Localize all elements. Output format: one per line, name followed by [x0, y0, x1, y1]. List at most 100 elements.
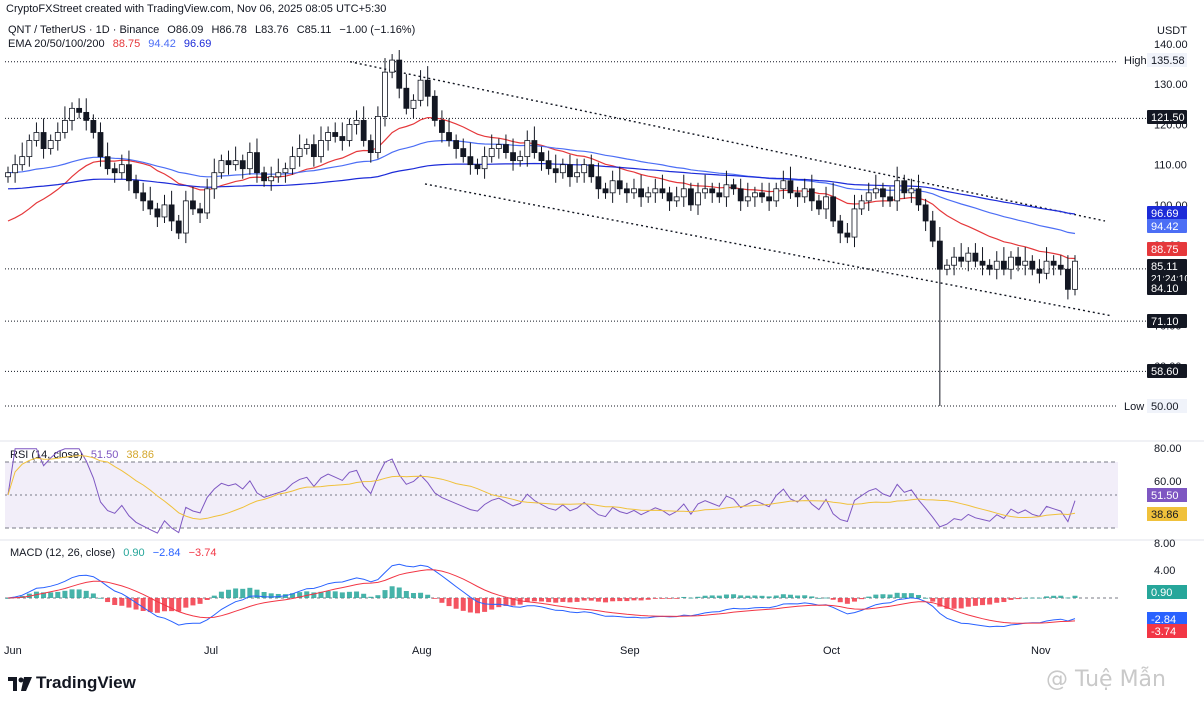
macd-histogram-bar	[723, 594, 729, 598]
rsi-value-tag	[1147, 488, 1187, 502]
macd-hist-value: 0.90	[123, 547, 145, 559]
low-value: L83.76	[254, 24, 289, 36]
candle-body	[730, 184, 737, 190]
candle-body	[702, 188, 709, 194]
macd-histogram-bar	[147, 598, 153, 613]
candle-body	[616, 180, 623, 190]
candle	[816, 194, 822, 215]
macd-tag	[1147, 612, 1187, 626]
candle-body	[872, 188, 879, 194]
candle-body	[858, 200, 865, 210]
candle-body	[453, 140, 460, 149]
macd-histogram-bar	[709, 595, 715, 598]
candle	[332, 122, 339, 143]
candle	[1008, 251, 1014, 280]
price-tag-caption: High	[1124, 55, 1147, 67]
price-tick-label: 140.00	[1154, 39, 1188, 51]
candle	[588, 154, 595, 183]
candle-body	[1022, 260, 1029, 266]
candle-body	[1008, 256, 1014, 270]
macd-histogram-bar	[55, 591, 61, 598]
macd-histogram-bar	[965, 598, 971, 607]
candle	[54, 122, 61, 151]
macd-label: MACD (12, 26, close)	[10, 547, 116, 559]
candle-body	[410, 99, 417, 109]
signal-tag	[1147, 624, 1187, 638]
price-tag-box	[1147, 364, 1187, 378]
macd-histogram-bar	[944, 598, 950, 609]
candle-body	[666, 192, 673, 202]
macd-histogram-bar	[496, 598, 502, 608]
candle	[944, 259, 950, 276]
candle-body	[1015, 256, 1021, 266]
candle	[581, 158, 588, 183]
high-value: H86.78	[211, 24, 247, 36]
candle	[303, 138, 310, 155]
candle	[118, 154, 125, 179]
candle	[915, 174, 922, 211]
macd-histogram-bar	[368, 596, 374, 598]
price-tag-box	[1147, 110, 1187, 124]
macd-histogram-bar	[460, 598, 466, 611]
candle-body	[346, 124, 353, 141]
candle-body	[524, 140, 531, 158]
candle-body	[360, 120, 367, 141]
candle-body	[773, 188, 780, 202]
candle-body	[76, 107, 83, 113]
macd-histogram-bar	[880, 594, 886, 598]
macd-histogram-bar	[233, 588, 239, 598]
macd-histogram-bar	[916, 594, 922, 598]
macd-histogram-bar	[154, 598, 160, 613]
candle-body	[382, 71, 388, 117]
candle	[175, 214, 182, 240]
candle	[218, 154, 225, 179]
candle	[396, 50, 403, 99]
candle	[538, 146, 545, 171]
candle-body	[168, 204, 175, 222]
rsi-tick-label: 60.00	[1154, 476, 1182, 488]
macd-histogram-bar	[126, 598, 132, 608]
tradingview-brand[interactable]: TradingView	[8, 673, 136, 693]
candle-body	[659, 188, 666, 194]
candle-body	[545, 160, 552, 170]
macd-legend[interactable]: MACD (12, 26, close) 0.90 −2.84 −3.74	[10, 547, 216, 559]
candle-body	[254, 152, 260, 174]
candle-body	[175, 220, 182, 234]
candle-body	[567, 164, 573, 178]
macd-hist-tag	[1147, 585, 1187, 599]
macd-histogram-bar	[339, 592, 345, 598]
ema-legend[interactable]: EMA 20/50/100/200 88.75 94.42 96.69	[8, 38, 211, 50]
candle	[787, 166, 794, 199]
price-tag-value: 58.60	[1151, 366, 1179, 378]
rsi-legend[interactable]: RSI (14, close) 51.50 38.86	[10, 449, 154, 461]
candle-body	[126, 164, 132, 182]
x-tick-label: Sep	[620, 645, 640, 657]
candle-body	[787, 180, 794, 194]
candle-body	[951, 256, 957, 266]
macd-histogram-bar	[268, 593, 274, 598]
macd-histogram-bar	[410, 593, 416, 598]
price-tag-box	[1147, 281, 1187, 295]
macd-histogram-bar	[453, 598, 459, 609]
candle	[709, 182, 716, 203]
candle-body	[374, 116, 381, 154]
candle	[830, 182, 837, 228]
candle	[182, 190, 189, 244]
candle-body	[894, 180, 901, 202]
candle	[524, 130, 531, 167]
macd-histogram-bar	[176, 598, 182, 612]
macd-histogram-bar	[546, 598, 552, 603]
symbol-name[interactable]: QNT / TetherUS · 1D · Binance	[8, 24, 160, 36]
candle	[602, 182, 609, 199]
macd-histogram-bar	[389, 586, 395, 598]
price-chart[interactable]: 140.00130.00120.00110.00100.0090.0080.00…	[0, 0, 1204, 665]
candle	[211, 158, 218, 199]
macd-histogram-bar	[1044, 596, 1050, 598]
candle	[133, 174, 139, 199]
candle	[474, 158, 481, 175]
currency-label[interactable]: USDT	[1157, 25, 1187, 37]
macd-histogram-bar	[866, 596, 872, 598]
candle-body	[403, 87, 410, 109]
candle-body	[972, 252, 979, 262]
candle	[275, 158, 282, 183]
